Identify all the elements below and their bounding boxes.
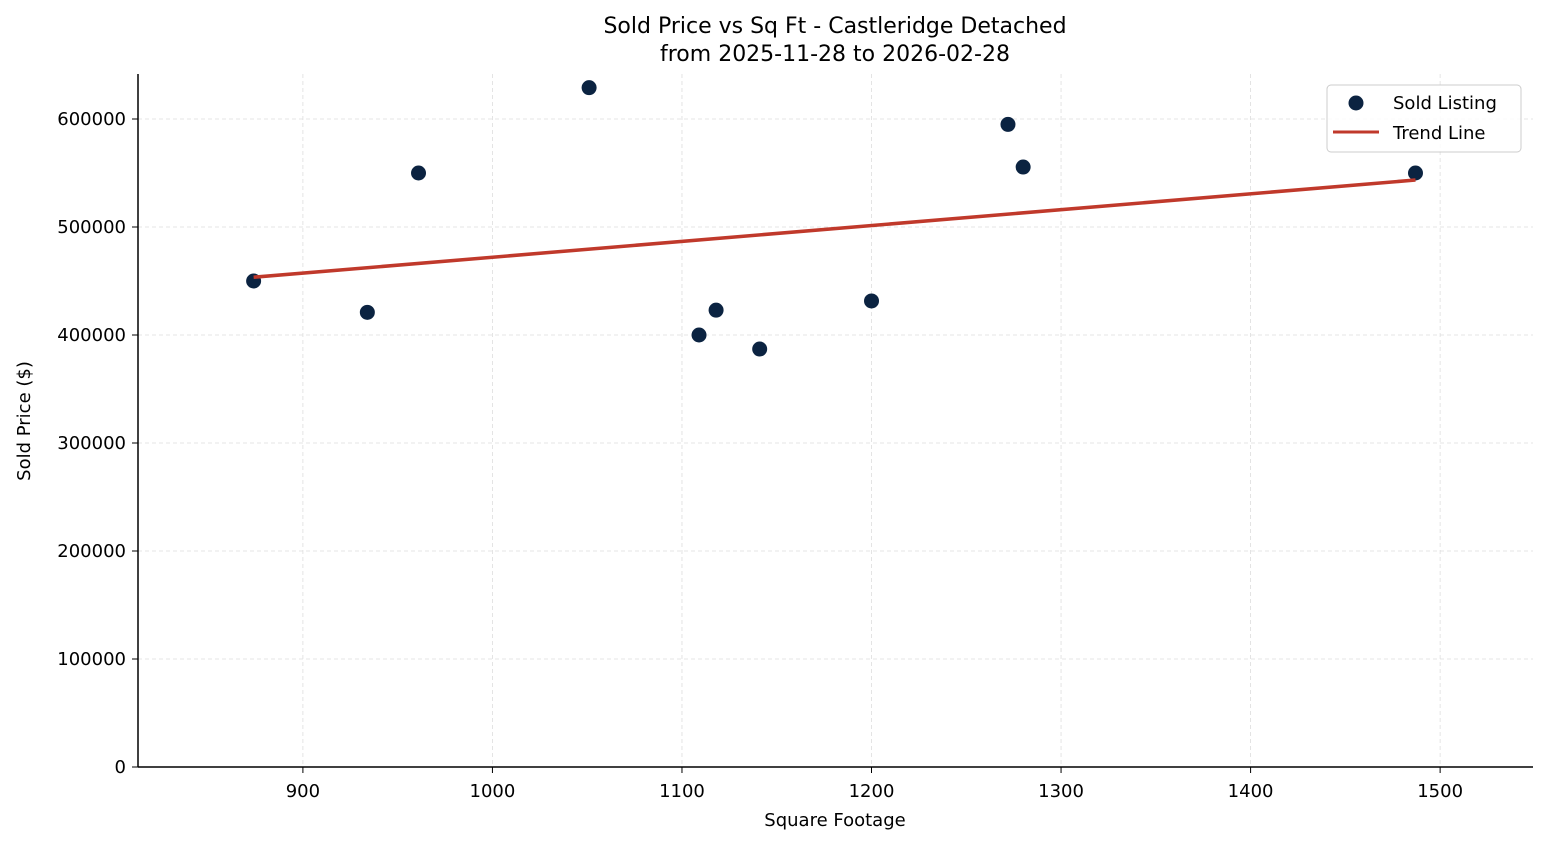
legend-label-sold-listing: Sold Listing bbox=[1393, 93, 1497, 114]
legend-label-trend-line: Trend Line bbox=[1392, 123, 1486, 144]
sold-listing-point bbox=[691, 327, 707, 343]
x-tick-label: 1300 bbox=[1038, 781, 1084, 802]
legend-box bbox=[1326, 84, 1522, 153]
sold-listing-point bbox=[581, 80, 597, 96]
x-axis-label: Square Footage bbox=[764, 810, 905, 831]
marks bbox=[246, 80, 1423, 357]
sold-listing-point bbox=[1000, 116, 1016, 132]
y-tick-label: 100000 bbox=[57, 649, 126, 670]
y-tick-label: 0 bbox=[115, 757, 126, 778]
x-tick-label: 1400 bbox=[1228, 781, 1274, 802]
sold-listing-point bbox=[752, 341, 768, 357]
ticks: 900 1000 1100 1200 1300 1400 1500 0 100000 200000… bbox=[57, 109, 1463, 802]
sold-listing-point bbox=[864, 293, 880, 309]
x-tick-label: 1200 bbox=[849, 781, 895, 802]
legend: Sold Listing Trend Line bbox=[1326, 84, 1522, 153]
sold-listing-point bbox=[1015, 159, 1031, 175]
x-tick-label: 1000 bbox=[470, 781, 516, 802]
y-tick-label: 500000 bbox=[57, 217, 126, 238]
y-tick-label: 200000 bbox=[57, 541, 126, 562]
sold-listing-point bbox=[1407, 165, 1423, 181]
grid bbox=[138, 74, 1533, 767]
sold-listing-point bbox=[411, 165, 427, 181]
axes bbox=[137, 74, 1533, 768]
y-tick-label: 600000 bbox=[57, 109, 126, 130]
x-tick-label: 1100 bbox=[659, 781, 705, 802]
trend-line bbox=[253, 178, 1416, 279]
chart-subtitle: from 2025-11-28 to 2026-02-28 bbox=[660, 42, 1010, 67]
x-tick-label: 900 bbox=[286, 781, 320, 802]
chart-title: Sold Price vs Sq Ft - Castleridge Detach… bbox=[603, 14, 1066, 39]
y-tick-label: 400000 bbox=[57, 325, 126, 346]
sold-listing-point bbox=[359, 304, 375, 320]
legend-marker-sold-listing bbox=[1348, 95, 1364, 111]
y-axis-label: Sold Price ($) bbox=[14, 361, 35, 481]
sold-listing-point bbox=[708, 302, 724, 318]
x-tick-label: 1500 bbox=[1417, 781, 1463, 802]
y-tick-label: 300000 bbox=[57, 433, 126, 454]
